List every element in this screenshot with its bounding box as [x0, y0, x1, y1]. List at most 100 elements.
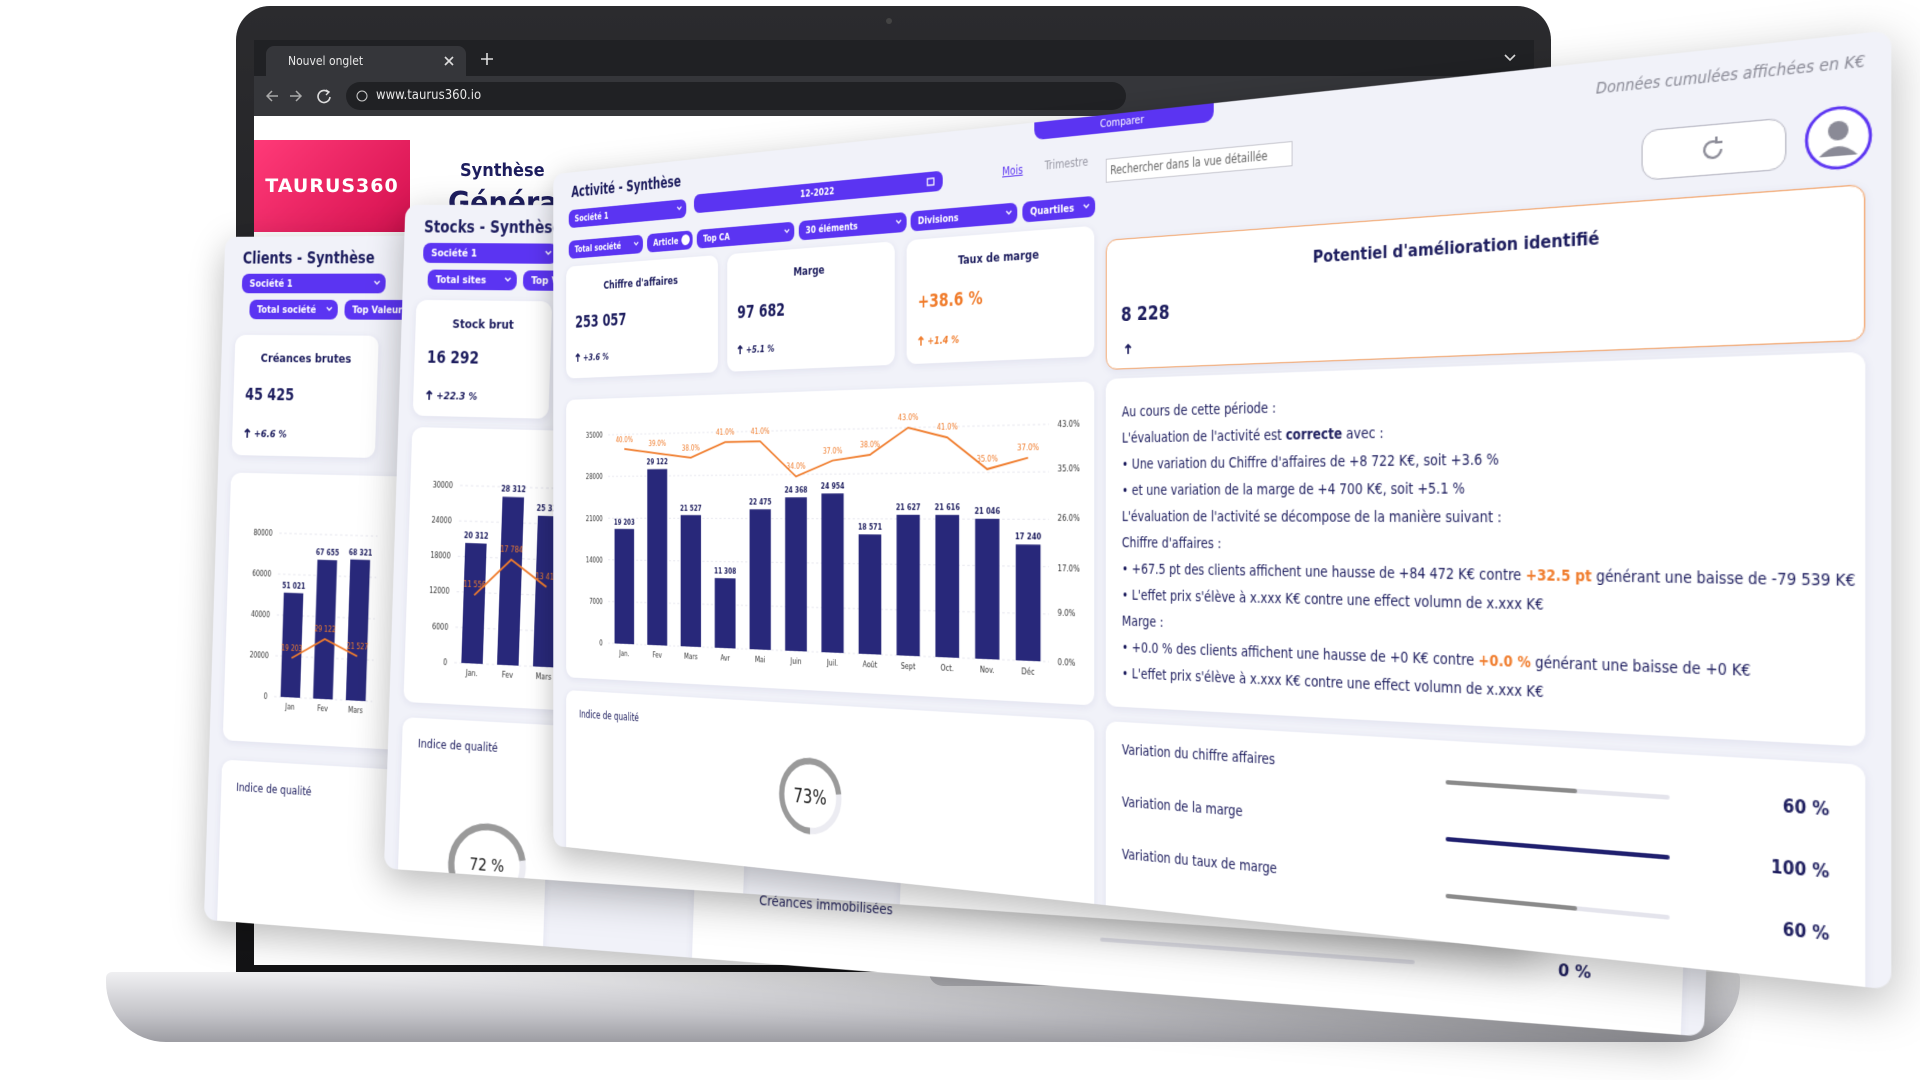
panel-title: Stocks - Synthèse: [423, 218, 563, 238]
y-tick-label: 80000: [253, 528, 272, 537]
up-arrow: [244, 429, 251, 438]
immobilized-value: 0 %: [1557, 959, 1592, 983]
analysis-segment: générant une baisse de +0 K€: [1530, 654, 1751, 681]
y-tick-label: 24000: [431, 516, 452, 526]
analysis-segment: • et une variation de la marge de +4 700…: [1121, 480, 1465, 499]
new-tab-icon[interactable]: [480, 52, 494, 66]
calendar-shape: [927, 178, 933, 185]
x-tick-label: Nov.: [980, 665, 995, 676]
analysis-line: Au cours de cette période :: [1122, 400, 1276, 420]
potential-value: 8 228: [1120, 301, 1170, 327]
period-link[interactable]: Mois: [1002, 162, 1023, 179]
filter-pill[interactable]: Total société: [249, 299, 339, 320]
filter-pill[interactable]: Société 1: [568, 198, 687, 229]
bar: [1015, 544, 1041, 662]
analysis-segment: générant une baisse de -79 539 K€: [1591, 567, 1856, 591]
variation-label: Variation du chiffre affaires: [1121, 742, 1276, 769]
filter-label: 30 éléments: [805, 219, 858, 237]
bar-value-label: 28 312: [501, 485, 526, 495]
progress-fill: [1445, 836, 1670, 860]
up-arrow-path: [919, 337, 924, 346]
filter-label: Article: [653, 235, 679, 249]
bar: [749, 509, 771, 651]
analysis-line: Chiffre d'affaires :: [1122, 535, 1222, 552]
analysis-segment: • +67.5 pt des clients affichent une hau…: [1121, 561, 1526, 585]
chevron: [504, 277, 511, 283]
search-input[interactable]: Rechercher dans la vue détaillée: [1105, 140, 1293, 183]
filter-pill[interactable]: 12-2022: [693, 170, 943, 214]
period-link[interactable]: Trimestre: [1044, 154, 1089, 173]
line-value-label: 39.0%: [648, 439, 666, 448]
y-tick-label: 20000: [249, 650, 268, 660]
nav-icons[interactable]: [266, 88, 336, 104]
panel-title: Clients - Synthèse: [242, 249, 375, 269]
x-tick-label: Jan.: [618, 649, 629, 658]
chevron-path: [1084, 204, 1089, 207]
x-tick-label: Mars: [348, 705, 363, 715]
browser-tab[interactable]: Nouvel onglet: [266, 46, 466, 76]
filter-pill[interactable]: Top CA: [696, 221, 795, 249]
close-icon[interactable]: [444, 56, 454, 66]
line-value-label: 35.0%: [977, 453, 999, 463]
bar-value-label: 51 021: [282, 581, 306, 591]
refresh-icon: [1698, 134, 1727, 164]
filter-pill[interactable]: 30 éléments: [798, 211, 907, 241]
kpi-label: Taux de marge: [957, 247, 1039, 269]
kpi-value: 45 425: [244, 385, 295, 405]
x-tick-label: Juin: [790, 657, 802, 667]
analysis-line: • L'effet prix s'élève à x.xxx K€ contre…: [1122, 666, 1544, 702]
up-arrow-path: [426, 391, 432, 400]
up-arrow: [426, 390, 433, 400]
line-value-label: 38.0%: [682, 443, 700, 453]
filter-pill[interactable]: Total société: [568, 234, 643, 259]
y-tick-label: 35.0%: [1058, 463, 1081, 474]
x-tick-label: Août: [863, 660, 878, 670]
bar: [461, 542, 487, 664]
bar-value-label: 29 122: [647, 458, 668, 467]
quality-title: Indice de qualité: [417, 736, 499, 755]
filter-pill[interactable]: Société 1: [241, 273, 386, 294]
quality-card: Indice de qualité 73%: [566, 690, 1095, 940]
bar-value-label: 11 308: [714, 566, 736, 576]
x-tick-label: Avr: [720, 654, 729, 664]
bar: [785, 497, 807, 652]
bar-value-label: 20 312: [464, 531, 489, 541]
y-tick-label: 14000: [586, 555, 603, 564]
bar: [935, 514, 960, 658]
y-tick-label: 9.0%: [1058, 607, 1076, 618]
kpi-value: +38.6 %: [917, 287, 983, 313]
filter-pill[interactable]: Quartiles: [1022, 195, 1096, 223]
line-value-label: 29 122: [314, 624, 336, 634]
filter-label: Top Valeur: [352, 303, 403, 317]
camera: [886, 18, 892, 24]
line-value-label: 41.0%: [937, 422, 958, 432]
up-arrow-path: [245, 430, 250, 438]
analysis-segment: Au cours de cette période :: [1121, 400, 1276, 421]
x-tick-label: Fev: [317, 704, 328, 713]
analysis-line: • +67.5 pt des clients affichent une hau…: [1122, 561, 1856, 590]
variation-value: 60 %: [1782, 795, 1830, 821]
line-value-label: 43.0%: [898, 412, 919, 422]
y-tick-label: 18000: [430, 551, 451, 561]
filter-pill[interactable]: Total sites: [427, 269, 518, 291]
up-arrow-path: [576, 354, 580, 362]
filter-pill[interactable]: Article: [647, 230, 693, 253]
potential-card: Potentiel d'amélioration identifié 8 228: [1105, 183, 1866, 370]
analysis-segment: correcte: [1285, 425, 1343, 444]
analysis-line: • et une variation de la marge de +4 700…: [1122, 480, 1465, 499]
filter-pill[interactable]: Divisions: [910, 202, 1018, 232]
kpi-card: Stock brut 16 292 +22.3 %: [412, 299, 553, 419]
filter-pill[interactable]: Société 1: [422, 242, 558, 264]
gauge: 72 %: [441, 815, 533, 917]
x-tick-label: Juil.: [826, 658, 838, 668]
tab-menu-icon[interactable]: [1504, 54, 1516, 62]
analysis-segment: avec :: [1342, 424, 1384, 443]
chevron-path: [505, 278, 510, 281]
y-tick-label: 21000: [586, 514, 603, 523]
line-value-label: 34.0%: [786, 462, 805, 472]
y-tick-label: 0: [599, 639, 603, 648]
kpi-label: Chiffre d'affaires: [603, 274, 678, 293]
refresh-button[interactable]: [1641, 117, 1787, 181]
address-bar[interactable]: www.taurus360.io: [346, 82, 1126, 110]
x-tick-label: Oct.: [941, 663, 954, 674]
